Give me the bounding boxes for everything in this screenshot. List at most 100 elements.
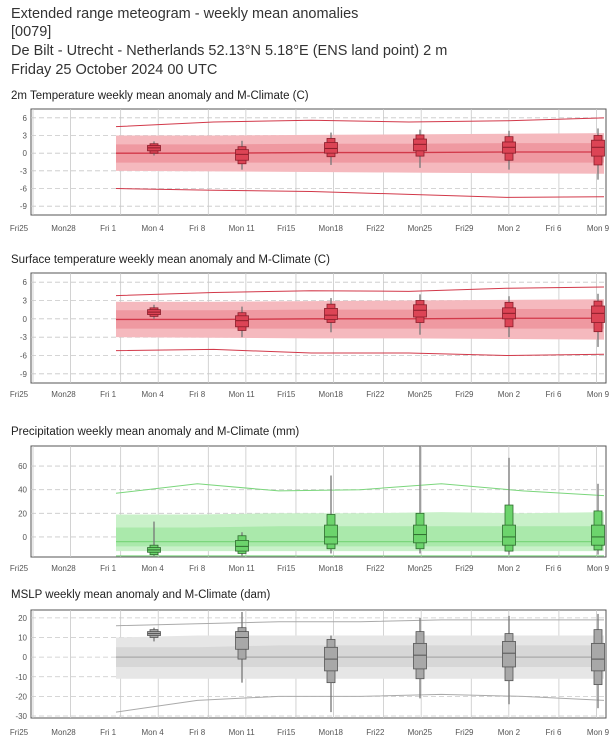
x-tick-label: Mon18	[319, 390, 344, 399]
x-tick-label: Mon25	[408, 728, 433, 737]
box-25-75	[413, 524, 427, 544]
chart-precip: 0 20 40 60 Fri25 Mon28 Fri 1 Mon 4 Fri 8 Mon 11 Fr…	[10, 445, 610, 573]
x-tick-label: Fri29	[455, 564, 474, 573]
panel-title-precip: Precipitation weekly mean anomaly and M-…	[11, 426, 300, 438]
y-tick-label: 10	[18, 633, 27, 642]
x-tick-label: Mon 4	[141, 224, 164, 233]
x-tick-label: Mon 9	[587, 390, 610, 399]
chart-t2m: -9 -6 -3 0 3 6 Fri25 Mon28 Fri 1 Mon 4 Fri 8 Mon 11…	[10, 108, 610, 233]
x-tick-label: Fri22	[366, 390, 385, 399]
x-tick-label: Fri15	[277, 728, 296, 737]
x-tick-label: Mon 2	[498, 728, 521, 737]
box-25-75	[235, 540, 249, 552]
x-tick-label: Fri29	[455, 390, 474, 399]
x-tick-label: Mon 11	[229, 564, 256, 573]
plot-frame	[30, 272, 607, 384]
box-25-75	[413, 138, 427, 152]
x-tick-label: Mon 2	[498, 564, 521, 573]
y-tick-label: -6	[20, 352, 28, 361]
x-tick-label: Fri 6	[545, 224, 562, 233]
x-tick-label: Mon 9	[587, 728, 610, 737]
box-25-75	[591, 524, 605, 546]
y-tick-label: -9	[20, 370, 28, 379]
x-tick-label: Fri 1	[100, 564, 117, 573]
x-tick-label: Mon 4	[141, 390, 164, 399]
y-tick-label: 20	[18, 614, 27, 623]
x-tick-label: Mon28	[51, 224, 76, 233]
y-tick-label: 60	[18, 462, 27, 471]
x-tick-label: Mon18	[319, 224, 344, 233]
y-tick-label: -30	[15, 712, 27, 721]
x-tick-label: Fri 1	[100, 728, 117, 737]
x-tick-label: Fri 6	[545, 390, 562, 399]
y-tick-label: 6	[23, 278, 28, 287]
panel-title-t2m: 2m Temperature weekly mean anomaly and M…	[11, 90, 309, 102]
y-tick-label: 20	[18, 509, 27, 518]
x-tick-label: Fri 8	[189, 564, 206, 573]
x-tick-label: Mon 4	[141, 564, 164, 573]
box-25-75	[413, 304, 427, 318]
x-tick-label: Fri25	[10, 390, 29, 399]
box-25-75	[324, 142, 338, 154]
x-tick-label: Fri 8	[189, 390, 206, 399]
x-tick-label: Mon 4	[141, 728, 164, 737]
forecast-date: Friday 25 October 2024 00 UTC	[11, 62, 218, 78]
x-tick-label: Fri25	[10, 224, 29, 233]
y-tick-label: 0	[23, 653, 28, 662]
x-tick-label: Mon 11	[229, 390, 256, 399]
x-tick-label: Fri22	[366, 564, 385, 573]
x-tick-label: Mon 9	[587, 224, 610, 233]
x-tick-label: Fri 8	[189, 224, 206, 233]
climate-min-line	[115, 693, 605, 713]
climate-median-line	[116, 317, 604, 321]
x-tick-label: Fri29	[455, 224, 474, 233]
box-25-75	[413, 642, 427, 670]
box-25-75	[324, 308, 338, 320]
panel-title-mslp: MSLP weekly mean anomaly and M-Climate (…	[11, 589, 271, 601]
panel-title-skt: Surface temperature weekly mean anomaly …	[11, 254, 330, 266]
x-tick-label: Mon 11	[229, 224, 256, 233]
x-tick-label: Mon28	[51, 390, 76, 399]
climate-max-line	[115, 483, 605, 497]
box-25-75	[235, 631, 249, 650]
x-tick-label: Mon28	[51, 728, 76, 737]
y-tick-label: -10	[15, 673, 27, 682]
y-tick-label: -3	[20, 333, 28, 342]
x-tick-label: Mon 11	[229, 728, 256, 737]
plot-frame	[30, 108, 607, 216]
climate-max-line	[115, 117, 605, 128]
y-tick-label: 6	[23, 114, 28, 123]
box-25-75	[324, 524, 338, 545]
x-tick-label: Mon 2	[498, 224, 521, 233]
climate-max-line	[115, 286, 605, 297]
box-25-75	[235, 149, 249, 161]
y-tick-label: 0	[23, 149, 28, 158]
x-tick-label: Mon25	[408, 564, 433, 573]
x-tick-label: Fri 8	[189, 728, 206, 737]
chart-mslp: -30 -20 -10 0 10 20 Fri25 Mon28 Fri 1 Mon 4 Fri 8 M…	[10, 609, 610, 737]
x-tick-label: Mon25	[408, 390, 433, 399]
x-tick-label: Fri25	[10, 728, 29, 737]
climate-median-line	[116, 151, 604, 154]
box-25-75	[591, 139, 605, 157]
x-tick-label: Mon18	[319, 564, 344, 573]
x-tick-label: Fri15	[277, 390, 296, 399]
y-tick-label: 3	[23, 132, 28, 141]
chart-skt: -9 -6 -3 0 3 6 Fri25 Mon28 Fri 1 Mon 4 Fri 8 Mon 11…	[10, 272, 610, 399]
x-tick-label: Fri15	[277, 224, 296, 233]
box-25-75	[235, 315, 249, 328]
box-25-75	[591, 305, 605, 323]
x-tick-label: Mon28	[51, 564, 76, 573]
climate-min-line	[115, 188, 605, 198]
y-tick-label: 40	[18, 486, 27, 495]
y-tick-label: 3	[23, 297, 28, 306]
climate-min-line	[115, 348, 605, 357]
climate-band-25-75	[116, 645, 604, 667]
box-25-75	[502, 524, 516, 546]
y-tick-label: -20	[15, 692, 27, 701]
y-tick-label: -3	[20, 167, 28, 176]
x-tick-label: Fri25	[10, 564, 29, 573]
x-tick-label: Mon18	[319, 728, 344, 737]
y-tick-label: 0	[23, 315, 28, 324]
meteogram-title: Extended range meteogram - weekly mean a…	[11, 6, 359, 22]
